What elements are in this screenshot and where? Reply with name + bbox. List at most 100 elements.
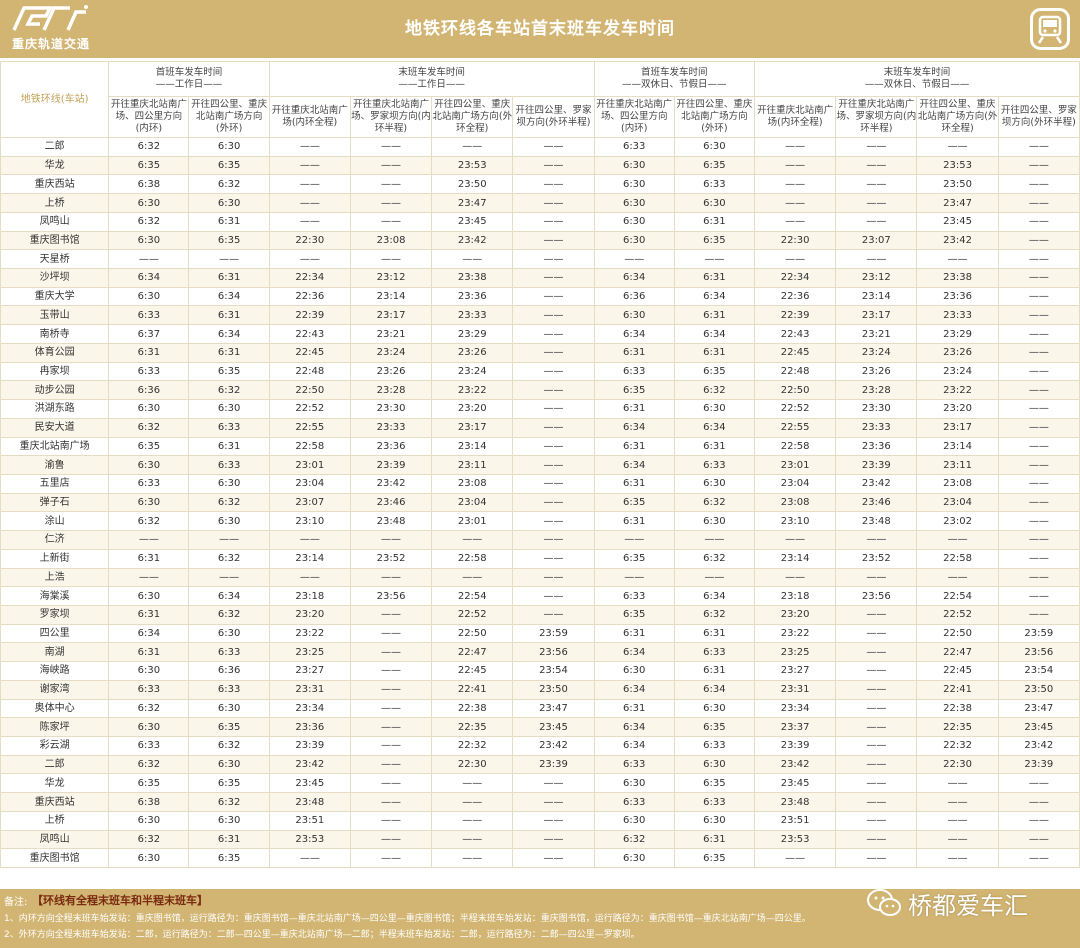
time-cell: —— — [512, 399, 595, 419]
time-cell: 6:32 — [108, 137, 190, 157]
time-cell: —— — [754, 174, 837, 195]
time-cell: 22:43 — [268, 324, 351, 344]
time-cell: 22:32 — [916, 736, 999, 756]
table-row: 冉家坝 6:33 6:35 22:48 23:26 23:24 —— 6:33 6:35 22:4… — [0, 361, 1080, 382]
station-name: 上新街 — [0, 548, 110, 569]
time-cell: 22:47 — [916, 642, 999, 663]
time-cell: —— — [997, 286, 1080, 307]
table-row: 民安大道 6:32 6:33 22:55 23:33 23:17 —— 6:34 6:34 22:… — [0, 417, 1080, 438]
station-name: 南湖 — [0, 642, 110, 663]
time-cell: 23:31 — [268, 679, 351, 700]
time-cell: 6:33 — [188, 679, 270, 700]
time-cell: 6:32 — [188, 492, 270, 513]
time-cell: —— — [431, 567, 514, 588]
time-cell: —— — [349, 193, 433, 213]
time-cell: 6:31 — [673, 436, 756, 457]
time-cell: 6:31 — [593, 623, 675, 644]
time-cell: 23:20 — [916, 399, 999, 419]
table-row: 洪湖东路 6:30 6:30 22:52 23:30 23:20 —— 6:31 6:30 22:… — [0, 399, 1080, 419]
time-cell: 6:33 — [108, 736, 190, 756]
time-cell: —— — [835, 754, 918, 775]
time-cell: —— — [916, 530, 999, 550]
time-cell: 23:17 — [431, 417, 514, 438]
time-cell: 23:54 — [997, 661, 1080, 681]
time-cell: 6:31 — [673, 623, 756, 644]
table-row: 玉带山 6:33 6:31 22:39 23:17 23:33 —— 6:30 6:31 22:3… — [0, 305, 1080, 326]
time-cell: 6:34 — [593, 417, 675, 438]
time-cell: 6:35 — [108, 436, 190, 457]
column-header: 开往四公里、罗家坝方向(外环半程) — [997, 96, 1080, 138]
watermark-text: 桥都爱车汇 — [908, 892, 1028, 920]
time-cell: —— — [512, 810, 595, 831]
time-cell: —— — [349, 530, 433, 550]
time-cell: 23:14 — [916, 436, 999, 457]
time-cell: 6:34 — [673, 417, 756, 438]
time-cell: —— — [916, 773, 999, 794]
time-cell: 23:18 — [754, 586, 837, 606]
time-cell: —— — [512, 492, 595, 513]
time-cell: 22:38 — [916, 698, 999, 719]
time-cell: 6:34 — [593, 268, 675, 288]
time-cell: 23:39 — [268, 736, 351, 756]
time-cell: 6:32 — [673, 492, 756, 513]
time-cell: —— — [835, 717, 918, 737]
time-cell: 23:18 — [268, 586, 351, 606]
time-cell: 23:52 — [349, 548, 433, 569]
station-name: 华龙 — [0, 155, 110, 176]
time-cell: 23:45 — [512, 717, 595, 737]
time-cell: 22:41 — [431, 679, 514, 700]
time-cell: 6:35 — [593, 604, 675, 625]
time-cell: 23:26 — [916, 342, 999, 363]
time-cell: —— — [349, 848, 433, 869]
time-cell: 6:31 — [673, 342, 756, 363]
time-cell: —— — [835, 773, 918, 794]
time-cell: —— — [431, 829, 514, 850]
time-cell: —— — [835, 567, 918, 588]
time-cell: —— — [835, 642, 918, 663]
time-cell: 6:31 — [673, 268, 756, 288]
time-cell: 23:45 — [268, 773, 351, 794]
time-cell: —— — [673, 530, 756, 550]
time-cell: 6:32 — [188, 380, 270, 401]
time-cell: —— — [997, 436, 1080, 457]
time-cell: 6:32 — [108, 211, 190, 232]
time-cell: 23:47 — [997, 698, 1080, 719]
time-cell: 6:33 — [108, 473, 190, 494]
time-cell: —— — [997, 399, 1080, 419]
time-cell: 23:14 — [349, 286, 433, 307]
time-cell: 6:30 — [188, 399, 270, 419]
time-cell: —— — [916, 137, 999, 157]
time-cell: 6:35 — [673, 230, 756, 251]
table-row: 渝鲁 6:30 6:33 23:01 23:39 23:11 —— 6:34 6:33 23:01… — [0, 455, 1080, 475]
time-cell: 23:04 — [431, 492, 514, 513]
time-cell: 23:24 — [835, 342, 918, 363]
time-cell: 6:35 — [673, 773, 756, 794]
station-name: 华龙 — [0, 773, 110, 794]
time-cell: 22:43 — [754, 324, 837, 344]
time-cell: —— — [835, 193, 918, 213]
time-cell: 6:34 — [108, 623, 190, 644]
time-cell: —— — [997, 249, 1080, 270]
time-cell: 23:10 — [754, 511, 837, 532]
crt-logo-icon — [12, 5, 88, 31]
note-outer-loop: 2、外环方向全程末班车始发站：二郎，运行路径为：二郎—四公里—重庆北站南广场—二… — [4, 930, 640, 940]
time-cell: 23:25 — [268, 642, 351, 663]
time-cell: 23:26 — [431, 342, 514, 363]
table-row: 体育公园 6:31 6:31 22:45 23:24 23:26 —— 6:31 6:31 22:… — [0, 342, 1080, 363]
metro-train-icon — [1030, 8, 1070, 50]
column-header: 开往重庆北站南广场(内环全程) — [268, 96, 351, 138]
time-cell: 6:30 — [108, 810, 190, 831]
time-cell: —— — [349, 829, 433, 850]
time-cell: 6:31 — [593, 436, 675, 457]
time-cell: 6:30 — [673, 137, 756, 157]
time-cell: 23:01 — [431, 511, 514, 532]
table-row: 上桥 6:30 6:30 23:51 —— —— —— 6:30 6:30 23:51 —— —— —— — [0, 810, 1080, 831]
group-header-weekday-last: 末班车发车时间 ——工作日—— — [268, 61, 595, 97]
time-cell: —— — [754, 530, 837, 550]
time-cell: 6:31 — [593, 342, 675, 363]
table-row: 凤鸣山 6:32 6:31 —— —— 23:45 —— 6:30 6:31 —— —— 23:45—… — [0, 211, 1080, 232]
time-cell: 6:31 — [188, 342, 270, 363]
time-cell: 6:30 — [593, 661, 675, 681]
time-cell: 23:11 — [916, 455, 999, 475]
time-cell: —— — [431, 530, 514, 550]
